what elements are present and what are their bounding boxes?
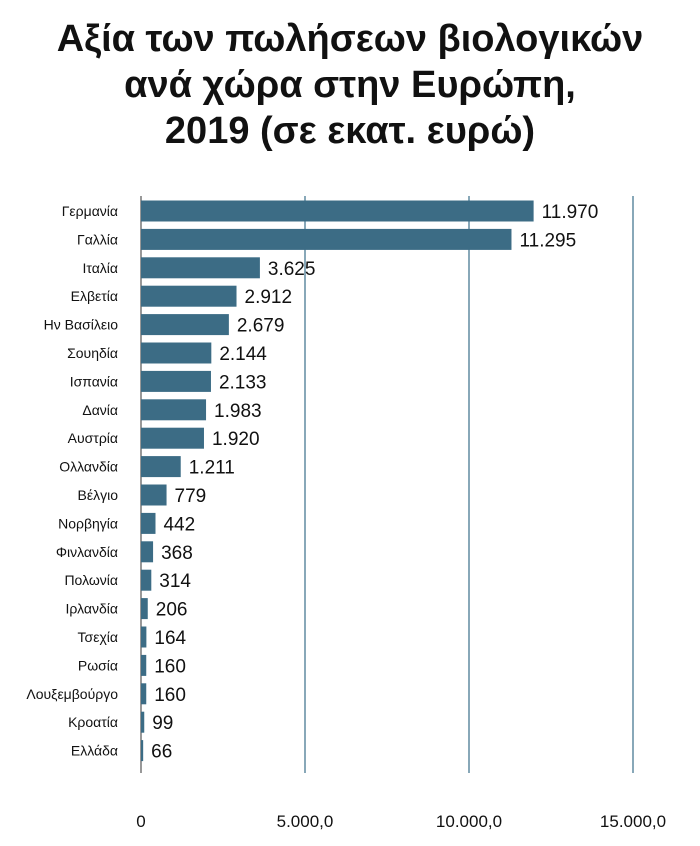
chart-title-line-2: ανά χώρα στην Ευρώπη, [124, 64, 576, 106]
value-label-17: 160 [154, 685, 186, 706]
bar-2 [141, 257, 260, 279]
value-label-10: 779 [175, 486, 207, 507]
value-label-1: 11.295 [519, 230, 576, 251]
category-label-10: Βέλγιο [78, 487, 119, 503]
category-label-4: Ην Βασίλειο [44, 317, 119, 333]
category-label-19: Ελλάδα [71, 743, 118, 759]
bar-3 [141, 285, 237, 307]
bar-5 [141, 342, 212, 364]
category-label-16: Ρωσία [78, 657, 118, 673]
bar-0 [141, 200, 534, 222]
category-label-15: Τσεχία [78, 629, 118, 645]
category-label-0: Γερμανία [62, 203, 118, 219]
value-label-11: 442 [163, 514, 195, 535]
value-label-0: 11.970 [542, 202, 599, 223]
category-label-1: Γαλλία [77, 231, 118, 247]
value-label-15: 164 [154, 628, 186, 649]
category-label-7: Δανία [82, 402, 118, 418]
value-label-9: 1.211 [189, 458, 235, 479]
category-label-2: Ιταλία [82, 260, 118, 276]
value-label-6: 2.133 [219, 372, 267, 393]
category-label-18: Κροατία [68, 714, 118, 730]
bar-14 [141, 598, 148, 620]
bar-17 [141, 683, 147, 705]
bar-13 [141, 569, 152, 591]
value-label-16: 160 [154, 656, 186, 677]
bar-12 [141, 541, 154, 563]
category-label-6: Ισπανία [70, 373, 118, 389]
bar-10 [141, 484, 167, 506]
chart-title: Αξία των πωλήσεων βιολογικών ανά χώρα στ… [0, 16, 700, 154]
value-label-18: 99 [152, 713, 173, 734]
value-label-3: 2.912 [245, 287, 293, 308]
value-label-13: 314 [159, 571, 191, 592]
x-tick-label-2: 10.000,0 [436, 812, 502, 831]
category-label-13: Πολωνία [64, 572, 118, 588]
category-label-14: Ιρλανδία [66, 601, 118, 617]
value-label-5: 2.144 [219, 344, 267, 365]
value-label-7: 1.983 [214, 401, 262, 422]
category-label-17: Λουξεμβούργο [26, 686, 118, 702]
bar-1 [141, 228, 512, 250]
chart-title-line-3: 2019 (σε εκατ. ευρώ) [164, 110, 536, 152]
value-label-19: 66 [151, 742, 172, 763]
category-label-11: Νορβηγία [58, 515, 118, 531]
bar-4 [141, 314, 229, 336]
bar-15 [141, 626, 147, 648]
bar-6 [141, 370, 211, 392]
bar-11 [141, 512, 156, 534]
category-label-12: Φινλανδία [56, 544, 118, 560]
value-label-4: 2.679 [237, 316, 285, 337]
bar-19 [141, 740, 144, 762]
bar-8 [141, 427, 204, 449]
value-label-14: 206 [156, 600, 188, 621]
x-tick-label-0: 0 [136, 812, 145, 831]
bar-7 [141, 399, 207, 421]
chart-title-line-1: Αξία των πωλήσεων βιολογικών [56, 18, 644, 60]
category-label-8: Αυστρία [68, 430, 118, 446]
x-tick-label-1: 5.000,0 [277, 812, 334, 831]
category-label-3: Ελβετία [71, 288, 118, 304]
category-label-5: Σουηδία [67, 345, 118, 361]
value-label-2: 3.625 [268, 259, 316, 280]
bar-16 [141, 654, 147, 676]
value-label-12: 368 [161, 543, 193, 564]
bar-9 [141, 456, 181, 478]
x-tick-label-3: 15.000,0 [600, 812, 666, 831]
bar-18 [141, 711, 145, 733]
category-label-9: Ολλανδία [59, 459, 118, 475]
value-label-8: 1.920 [212, 429, 260, 450]
